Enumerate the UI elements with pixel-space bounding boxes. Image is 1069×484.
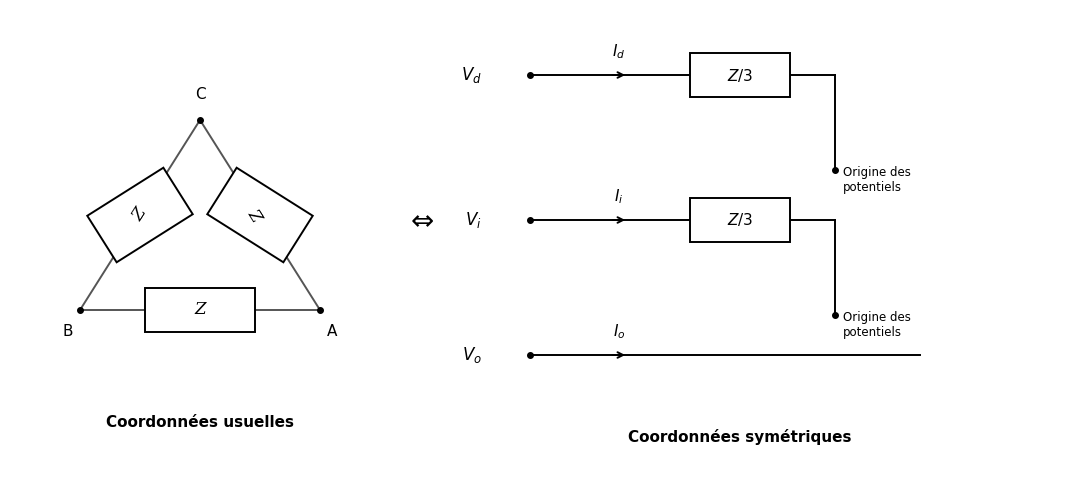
Text: Coordonnées usuelles: Coordonnées usuelles (106, 415, 294, 430)
Text: $Z/3$: $Z/3$ (727, 212, 754, 228)
Text: $I_o$: $I_o$ (613, 322, 625, 341)
Bar (690, 198, 790, 242)
Text: $I_d$: $I_d$ (613, 42, 625, 61)
Text: $V_o$: $V_o$ (462, 345, 482, 365)
Text: A: A (327, 324, 337, 339)
Text: $\Leftrightarrow$: $\Leftrightarrow$ (405, 206, 435, 234)
Polygon shape (88, 168, 192, 262)
Text: C: C (195, 87, 205, 102)
Text: Z: Z (250, 206, 270, 225)
Text: $V_i$: $V_i$ (465, 210, 482, 230)
Text: Origine des
potentiels: Origine des potentiels (843, 311, 911, 339)
Polygon shape (207, 168, 313, 262)
Text: $Z/3$: $Z/3$ (727, 66, 754, 84)
Text: Z: Z (129, 206, 151, 225)
Text: $V_d$: $V_d$ (461, 65, 482, 85)
Bar (690, 53, 790, 97)
Text: Origine des
potentiels: Origine des potentiels (843, 166, 911, 194)
Text: B: B (63, 324, 74, 339)
Text: $I_i$: $I_i$ (615, 187, 623, 206)
Text: Z: Z (195, 302, 205, 318)
Polygon shape (145, 288, 255, 332)
Text: Coordonnées symétriques: Coordonnées symétriques (629, 429, 852, 445)
